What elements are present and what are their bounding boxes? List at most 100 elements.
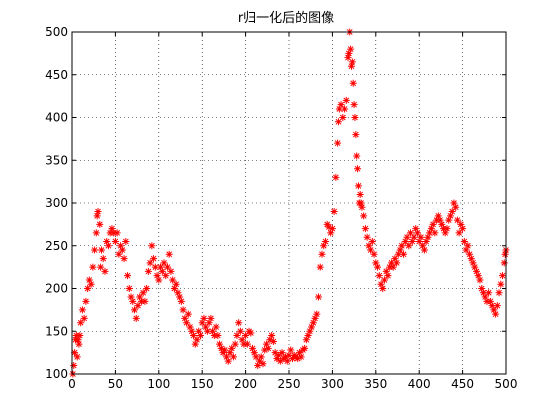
data-point xyxy=(132,314,140,322)
data-point xyxy=(493,302,501,310)
data-point xyxy=(190,332,198,340)
data-point xyxy=(323,220,331,228)
data-point xyxy=(160,259,168,267)
data-point xyxy=(485,289,493,297)
data-point xyxy=(474,272,482,280)
data-point xyxy=(80,314,88,322)
x-tick-label: 50 xyxy=(108,377,123,391)
data-point xyxy=(118,246,126,254)
data-point xyxy=(141,297,149,305)
data-point xyxy=(97,263,105,271)
data-point xyxy=(101,267,109,275)
data-point xyxy=(76,332,84,340)
data-point xyxy=(151,263,159,271)
y-tick-label: 200 xyxy=(45,282,68,296)
data-point xyxy=(391,255,399,263)
data-point xyxy=(276,357,284,365)
data-point xyxy=(235,319,243,327)
data-point xyxy=(236,327,244,335)
data-point xyxy=(443,225,451,233)
data-point xyxy=(497,280,505,288)
data-point xyxy=(345,49,353,57)
data-point xyxy=(348,58,356,66)
data-point xyxy=(413,229,421,237)
data-point xyxy=(200,314,208,322)
data-point xyxy=(327,229,335,237)
data-point xyxy=(469,259,477,267)
data-point xyxy=(243,340,251,348)
y-tick-label: 350 xyxy=(45,153,68,167)
data-point xyxy=(91,246,99,254)
data-point xyxy=(144,267,152,275)
data-point xyxy=(231,340,239,348)
data-point xyxy=(361,225,369,233)
data-point xyxy=(320,242,328,250)
data-point xyxy=(328,225,336,233)
data-point xyxy=(459,225,467,233)
y-tick-label: 450 xyxy=(45,68,68,82)
data-point xyxy=(115,250,123,258)
data-point xyxy=(462,246,470,254)
data-point xyxy=(313,310,321,318)
data-point xyxy=(427,225,435,233)
data-point xyxy=(415,237,423,245)
data-point xyxy=(419,242,427,250)
data-point xyxy=(108,225,116,233)
x-tick-label: 500 xyxy=(495,377,518,391)
data-point xyxy=(165,250,173,258)
data-point xyxy=(282,353,290,361)
data-point xyxy=(158,267,166,275)
data-point xyxy=(73,353,81,361)
data-point xyxy=(453,216,461,224)
data-point xyxy=(179,306,187,314)
data-point xyxy=(169,276,177,284)
data-point xyxy=(368,237,376,245)
data-point xyxy=(316,263,324,271)
data-point xyxy=(408,237,416,245)
data-point xyxy=(193,336,201,344)
data-point xyxy=(104,242,112,250)
data-point xyxy=(268,332,276,340)
data-point xyxy=(410,233,418,241)
data-point xyxy=(77,319,85,327)
data-point xyxy=(176,293,184,301)
data-point xyxy=(184,310,192,318)
data-point xyxy=(488,302,496,310)
y-tick-label: 100 xyxy=(45,367,68,381)
data-point xyxy=(334,139,342,147)
data-point xyxy=(238,336,246,344)
data-point xyxy=(134,302,142,310)
data-point xyxy=(89,263,97,271)
data-point xyxy=(341,105,349,113)
data-point xyxy=(122,237,130,245)
data-point xyxy=(424,233,432,241)
data-point xyxy=(294,355,302,363)
data-point xyxy=(148,242,156,250)
data-point xyxy=(163,263,171,271)
data-point xyxy=(450,199,458,207)
data-point xyxy=(403,233,411,241)
data-point xyxy=(226,349,234,357)
data-point xyxy=(472,267,480,275)
data-point xyxy=(372,259,380,267)
data-point xyxy=(287,346,295,354)
data-point xyxy=(492,310,500,318)
data-point xyxy=(254,361,262,369)
data-point xyxy=(365,242,373,250)
data-point xyxy=(181,314,189,322)
data-point xyxy=(304,332,312,340)
data-point xyxy=(452,203,460,211)
data-point xyxy=(351,114,359,121)
data-point xyxy=(191,340,199,348)
data-point xyxy=(426,229,434,237)
data-point xyxy=(71,349,79,357)
data-point xyxy=(229,353,237,361)
data-point xyxy=(335,105,343,113)
data-point xyxy=(162,272,170,280)
data-point xyxy=(357,199,365,207)
data-point xyxy=(396,246,404,254)
data-point xyxy=(436,216,444,224)
data-point xyxy=(167,267,175,275)
x-tick-label: 0 xyxy=(68,377,76,391)
